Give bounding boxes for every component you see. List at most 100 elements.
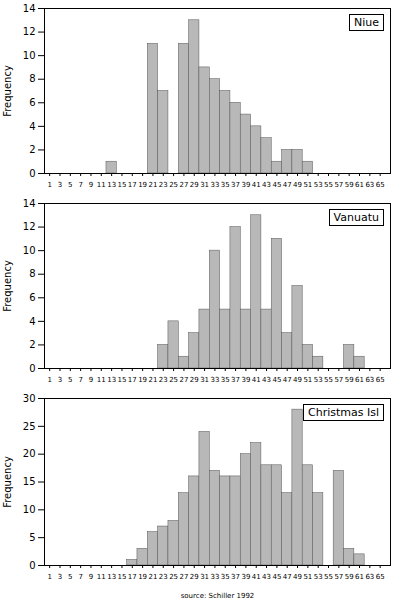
svg-text:Frequency: Frequency [2, 260, 13, 312]
svg-text:5: 5 [68, 376, 72, 384]
svg-text:25: 25 [169, 573, 178, 581]
svg-text:57: 57 [334, 573, 343, 581]
svg-text:63: 63 [365, 181, 374, 189]
svg-text:0: 0 [29, 560, 35, 571]
svg-text:33: 33 [210, 181, 219, 189]
svg-text:10: 10 [23, 50, 36, 61]
svg-text:49: 49 [293, 181, 302, 189]
svg-text:13: 13 [107, 573, 116, 581]
svg-text:source: Schiller 1992: source: Schiller 1992 [181, 592, 255, 600]
svg-text:11: 11 [97, 376, 106, 384]
svg-text:21: 21 [148, 181, 157, 189]
svg-text:55: 55 [324, 376, 333, 384]
svg-text:11: 11 [97, 181, 106, 189]
svg-text:45: 45 [272, 181, 281, 189]
svg-text:7: 7 [78, 573, 82, 581]
svg-text:41: 41 [252, 376, 261, 384]
svg-text:55: 55 [324, 573, 333, 581]
svg-text:65: 65 [376, 376, 385, 384]
svg-text:15: 15 [23, 476, 36, 487]
svg-text:15: 15 [118, 376, 127, 384]
svg-text:6: 6 [29, 97, 35, 108]
svg-text:13: 13 [107, 181, 116, 189]
svg-text:23: 23 [159, 376, 168, 384]
svg-text:49: 49 [293, 376, 302, 384]
svg-text:19: 19 [138, 376, 147, 384]
svg-text:35: 35 [221, 573, 230, 581]
svg-text:10: 10 [23, 504, 36, 515]
svg-text:6: 6 [29, 292, 35, 303]
svg-text:35: 35 [221, 181, 230, 189]
svg-text:13: 13 [107, 376, 116, 384]
svg-text:21: 21 [148, 376, 157, 384]
svg-text:23: 23 [159, 181, 168, 189]
svg-text:9: 9 [89, 181, 93, 189]
svg-text:17: 17 [128, 573, 137, 581]
svg-text:1: 1 [47, 573, 51, 581]
svg-text:47: 47 [283, 573, 292, 581]
svg-text:63: 63 [365, 376, 374, 384]
svg-text:5: 5 [29, 532, 35, 543]
svg-text:37: 37 [231, 181, 240, 189]
svg-text:31: 31 [200, 376, 209, 384]
svg-text:43: 43 [262, 573, 271, 581]
svg-text:55: 55 [324, 181, 333, 189]
svg-text:27: 27 [179, 181, 188, 189]
svg-text:9: 9 [89, 376, 93, 384]
svg-text:17: 17 [128, 376, 137, 384]
svg-text:7: 7 [78, 181, 82, 189]
svg-text:30: 30 [23, 393, 36, 404]
svg-text:14: 14 [23, 3, 36, 14]
svg-text:47: 47 [283, 376, 292, 384]
svg-text:0: 0 [29, 168, 35, 179]
svg-text:39: 39 [241, 376, 250, 384]
svg-text:47: 47 [283, 181, 292, 189]
svg-text:1: 1 [47, 376, 51, 384]
svg-text:0: 0 [29, 363, 35, 374]
svg-text:12: 12 [23, 221, 36, 232]
svg-text:35: 35 [221, 376, 230, 384]
svg-text:Frequency: Frequency [2, 456, 13, 508]
svg-text:39: 39 [241, 181, 250, 189]
svg-text:9: 9 [89, 573, 93, 581]
svg-text:7: 7 [78, 376, 82, 384]
svg-text:49: 49 [293, 573, 302, 581]
svg-text:39: 39 [241, 573, 250, 581]
svg-text:53: 53 [314, 181, 323, 189]
svg-text:10: 10 [23, 245, 36, 256]
svg-text:57: 57 [334, 181, 343, 189]
svg-text:65: 65 [376, 181, 385, 189]
svg-text:31: 31 [200, 573, 209, 581]
svg-text:25: 25 [169, 376, 178, 384]
svg-text:2: 2 [29, 339, 35, 350]
svg-text:12: 12 [23, 26, 36, 37]
svg-text:51: 51 [303, 376, 312, 384]
svg-text:41: 41 [252, 573, 261, 581]
svg-text:59: 59 [345, 181, 354, 189]
svg-text:51: 51 [303, 573, 312, 581]
svg-text:29: 29 [190, 181, 199, 189]
svg-text:27: 27 [179, 376, 188, 384]
svg-text:19: 19 [138, 181, 147, 189]
svg-text:3: 3 [58, 376, 62, 384]
svg-text:3: 3 [58, 573, 62, 581]
svg-text:3: 3 [58, 181, 62, 189]
svg-text:61: 61 [355, 573, 364, 581]
svg-text:41: 41 [252, 181, 261, 189]
svg-text:23: 23 [159, 573, 168, 581]
svg-text:53: 53 [314, 376, 323, 384]
svg-text:59: 59 [345, 573, 354, 581]
svg-text:31: 31 [200, 181, 209, 189]
svg-text:29: 29 [190, 573, 199, 581]
svg-text:4: 4 [29, 121, 35, 132]
svg-text:15: 15 [118, 181, 127, 189]
svg-text:2: 2 [29, 144, 35, 155]
svg-text:5: 5 [68, 181, 72, 189]
svg-text:37: 37 [231, 573, 240, 581]
svg-text:33: 33 [210, 376, 219, 384]
svg-text:59: 59 [345, 376, 354, 384]
svg-text:57: 57 [334, 376, 343, 384]
svg-text:61: 61 [355, 181, 364, 189]
svg-text:1: 1 [47, 181, 51, 189]
svg-text:15: 15 [118, 573, 127, 581]
